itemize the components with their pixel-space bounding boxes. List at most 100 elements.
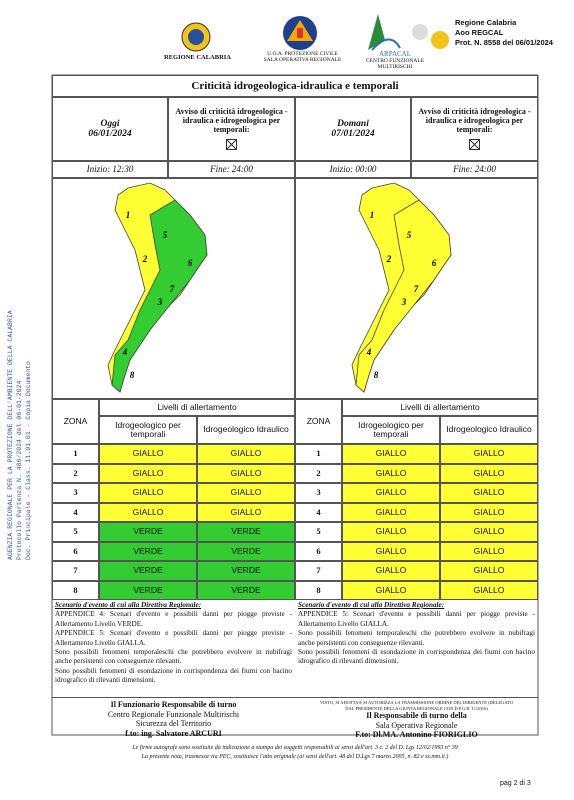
map-zone-label: 2	[142, 254, 148, 264]
level-cell: GIALLO	[440, 541, 538, 561]
zone-header: ZONA	[52, 399, 99, 444]
signature-line: Sala Operativa Regionale	[375, 720, 458, 730]
side-stamp: AGENZIA REGIONALE PER LA PROTEZIONE DELL…	[6, 230, 46, 560]
text: AGENZIA REGIONALE PER LA PROTEZIONE DELL…	[7, 310, 14, 560]
logo-protezione	[283, 16, 317, 50]
start-time: Inizio: 12:30	[52, 161, 168, 178]
text: Protocollo Partenza N. 486/2024 del 06-0…	[16, 380, 23, 560]
map-zone-label: 6	[432, 258, 437, 268]
logo-label: ARPACAL CENTRO FUNZIONALE MULTIRISCHI	[355, 50, 435, 70]
map-zone-label: 5	[407, 230, 412, 240]
level-cell: VERDE	[197, 580, 295, 600]
zone-header: ZONA	[295, 399, 342, 444]
title: Criticità idrogeologica-idraulica e temp…	[52, 75, 538, 97]
level-cell: GIALLO	[197, 502, 295, 522]
level-cell: VERDE	[99, 561, 197, 581]
level-cell: GIALLO	[99, 444, 197, 464]
end-time: Fine: 24:00	[411, 161, 538, 178]
level-cell: GIALLO	[342, 463, 440, 483]
day: Oggi	[100, 118, 120, 129]
level-cell: VERDE	[99, 580, 197, 600]
level-cell: GIALLO	[440, 561, 538, 581]
level-cell: GIALLO	[342, 561, 440, 581]
zone-cell: 4	[52, 502, 99, 522]
level-cell: GIALLO	[440, 444, 538, 464]
map-zone-label: 1	[370, 210, 375, 220]
zone-cell: 5	[295, 522, 342, 542]
zone-cell: 3	[295, 483, 342, 503]
signature: VISTO, SI ADOTTA E SI AUTORIZZA LA TRASM…	[295, 697, 538, 739]
map-zone-label: 3	[157, 297, 163, 307]
level-cell: VERDE	[197, 541, 295, 561]
map-region	[111, 199, 208, 393]
map-zone-label: 5	[163, 230, 168, 240]
checkbox	[226, 138, 237, 150]
level-cell: GIALLO	[440, 502, 538, 522]
zone-cell: 4	[295, 502, 342, 522]
signature-line: F.to: Dl.MA. Antonino FIORIGLIO	[355, 730, 478, 739]
text: Prot. N. 8558 del 06/01/2024	[455, 38, 553, 47]
levels-header: Livelli di allertamento	[99, 399, 295, 416]
avviso-text: Avviso di criticità idrogeologica - idra…	[175, 107, 288, 134]
zone-cell: 8	[295, 580, 342, 600]
map-box	[295, 178, 538, 399]
level-cell: VERDE	[99, 522, 197, 542]
level-cell: GIALLO	[440, 483, 538, 503]
logo-protocol	[412, 24, 449, 49]
map-region	[355, 199, 452, 393]
date-box: Oggi 06/01/2024	[52, 97, 168, 161]
zone-cell: 3	[52, 483, 99, 503]
zone-cell: 1	[295, 444, 342, 464]
map-zone-label: 1	[126, 210, 131, 220]
scenario-heading: Scenario d'evento di cui alla Direttiva …	[298, 601, 445, 609]
col-header: Idrogeologico per temporali	[342, 416, 440, 444]
signature-line: Il Responsabile di turno della	[366, 711, 467, 720]
levels-header: Livelli di allertamento	[342, 399, 538, 416]
level-cell: VERDE	[197, 561, 295, 581]
level-cell: GIALLO	[440, 463, 538, 483]
text: Le firme autografe sono sostituite da in…	[132, 745, 458, 751]
scenario: Scenario d'evento di cui alla Direttiva …	[298, 601, 535, 667]
logo-label: REGIONE CALABRIA	[164, 54, 231, 61]
scenario-heading: Scenario d'evento di cui alla Direttiva …	[55, 601, 202, 609]
date-box: Domani 07/01/2024	[295, 97, 411, 161]
text: MULTIRISCHI	[377, 64, 413, 70]
signature-line: Sicurezza del Territorio	[135, 719, 212, 728]
level-cell: GIALLO	[342, 580, 440, 600]
signature-note: VISTO, SI ADOTTA E SI AUTORIZZA LA TRASM…	[319, 700, 514, 711]
date: 06/01/2024	[88, 129, 132, 139]
scenario-text: Sono possibili fenomeni temporaleschi ch…	[55, 648, 292, 666]
logo-label: U.O.A. PROTEZIONE CIVILE SALA OPERATIVA R…	[245, 51, 360, 63]
avviso-box: Avviso di criticità idrogeologica - idra…	[411, 97, 538, 161]
scenario-text: APPENDICE 4: Scenari d'evento e possibil…	[55, 610, 292, 628]
level-cell: GIALLO	[440, 522, 538, 542]
zone-cell: 2	[52, 463, 99, 483]
date: 07/01/2024	[331, 129, 375, 139]
scenario-text: Sono possibili fenomeni di esondazione i…	[55, 666, 292, 685]
zone-cell: 5	[52, 522, 99, 542]
zone-cell: 6	[295, 541, 342, 561]
page-number: pag 2 di 3	[500, 780, 531, 787]
checkbox	[469, 138, 480, 150]
text: SALA OPERATIVA REGIONALE	[263, 57, 342, 63]
level-cell: GIALLO	[197, 483, 295, 503]
protocol-stamp: Regione Calabria Aoo REGCAL Prot. N. 8558 …	[455, 18, 553, 48]
logo-regione	[181, 22, 211, 52]
map-zone-label: 3	[401, 297, 407, 307]
map-zone-label: 7	[170, 284, 175, 294]
level-cell: GIALLO	[342, 541, 440, 561]
zone-cell: 7	[52, 561, 99, 581]
text: ARPACAL	[378, 50, 412, 58]
level-cell: GIALLO	[342, 522, 440, 542]
level-cell: VERDE	[99, 541, 197, 561]
avviso-box: Avviso di criticità idrogeologica - idra…	[168, 97, 295, 161]
col-header: Idrogeologico Idraulico	[197, 416, 295, 444]
level-cell: GIALLO	[197, 463, 295, 483]
avviso-text: Avviso di criticità idrogeologica - idra…	[418, 107, 531, 134]
zone-cell: 7	[295, 561, 342, 581]
scenario-text: APPENDICE 5: Scenari d'evento e possibil…	[55, 629, 292, 647]
map-zone-label: 4	[366, 347, 372, 357]
level-cell: GIALLO	[342, 483, 440, 503]
map-zone-label: 4	[122, 347, 128, 357]
map-zone-label: 2	[386, 254, 392, 264]
